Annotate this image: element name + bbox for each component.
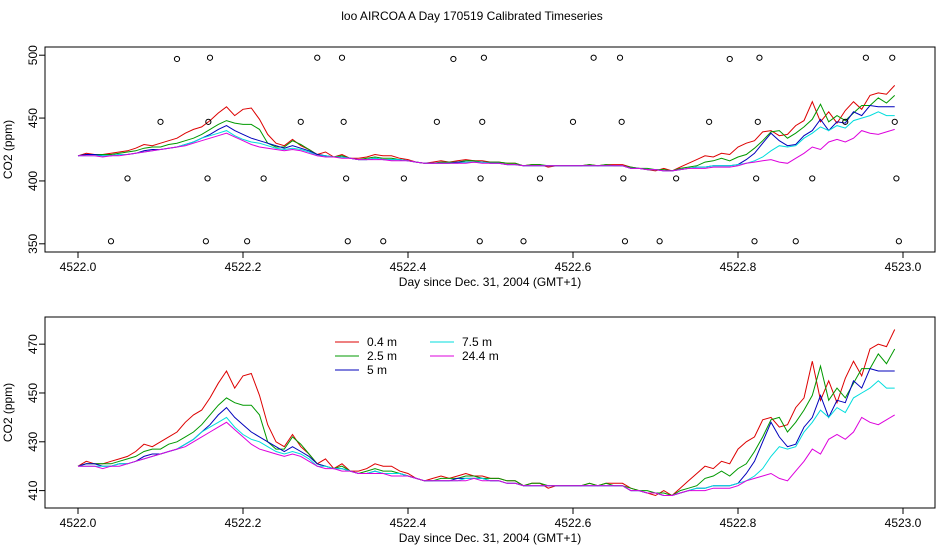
data-marker	[520, 238, 527, 245]
data-marker	[726, 55, 733, 63]
x-tick-label: 4522.4	[390, 516, 427, 530]
data-marker	[450, 55, 457, 63]
data-marker	[862, 54, 869, 61]
y-tick-label: 450	[26, 383, 40, 403]
data-marker	[590, 54, 597, 61]
data-marker	[480, 54, 487, 61]
data-marker	[314, 54, 321, 61]
data-marker	[344, 238, 351, 245]
series-line-7-5-m	[78, 111, 895, 172]
legend-label: 7.5 m	[462, 335, 492, 349]
legend-label: 0.4 m	[367, 335, 397, 349]
y-tick-label: 500	[26, 45, 40, 65]
data-marker	[756, 54, 763, 61]
chart-panel-1: 4522.0 4522.2 4522.4 4522.6 4522.8 4523.0 350 4…	[1, 45, 936, 289]
data-marker	[124, 175, 131, 182]
legend-label: 24.4 m	[462, 349, 499, 363]
plot-frame	[44, 46, 936, 253]
series-lines	[77, 54, 902, 245]
data-marker	[536, 175, 544, 182]
data-marker	[173, 55, 181, 63]
data-marker	[433, 118, 440, 125]
y-tick-label: 450	[26, 108, 40, 128]
y-axis-label: CO2 (ppm)	[1, 383, 15, 442]
x-tick-label: 4522.6	[555, 260, 592, 274]
x-tick-label: 4522.8	[720, 516, 757, 530]
y-tick-label: 470	[26, 334, 40, 354]
data-marker	[889, 54, 896, 61]
data-marker	[809, 175, 816, 182]
series-line-2-5-m	[77, 95, 896, 172]
plot-frame	[44, 316, 936, 509]
x-axis-label: Day since Dec. 31, 2004 (GMT+1)	[399, 531, 581, 545]
data-marker	[204, 175, 211, 182]
x-tick-label: 4523.0	[885, 516, 922, 530]
y-tick-label: 430	[26, 431, 40, 451]
legend: 0.4 m2.5 m5 m 7.5 m24.4 m	[335, 335, 499, 377]
data-marker	[569, 118, 577, 125]
x-tick-label: 4522.2	[225, 516, 262, 530]
y-axis-label: CO2 (ppm)	[1, 120, 15, 179]
data-marker	[842, 118, 849, 125]
data-marker	[476, 238, 483, 245]
data-marker	[343, 175, 350, 182]
data-marker	[479, 118, 486, 125]
y-tick-label: 400	[26, 171, 40, 191]
data-marker	[380, 238, 387, 245]
data-marker	[202, 238, 209, 245]
y-tick-label: 410	[26, 480, 40, 500]
legend-label: 2.5 m	[367, 349, 397, 363]
series-line-7-5-m	[78, 380, 895, 496]
data-marker	[656, 238, 663, 245]
series-line-24-4-m	[78, 414, 895, 496]
data-marker	[893, 175, 900, 182]
data-marker	[706, 118, 713, 125]
data-marker	[753, 175, 760, 182]
data-marker	[206, 54, 214, 61]
data-marker	[621, 238, 629, 245]
data-marker	[107, 238, 115, 245]
series-lines	[77, 329, 896, 497]
data-marker	[751, 238, 758, 245]
chart-title: loo AIRCOA A Day 170519 Calibrated Times…	[341, 9, 602, 23]
series-line-0-4-m	[77, 85, 896, 172]
data-marker	[616, 54, 624, 61]
series-line-24-4-m	[78, 128, 895, 172]
data-marker	[891, 118, 898, 125]
data-marker	[338, 54, 346, 61]
x-tick-label: 4522.6	[555, 516, 592, 530]
series-line-2-5-m	[77, 348, 896, 497]
data-marker	[205, 118, 212, 125]
y-tick-label: 350	[26, 233, 40, 253]
data-marker	[340, 118, 347, 125]
x-tick-label: 4523.0	[885, 260, 922, 274]
data-marker	[895, 238, 902, 245]
x-tick-label: 4522.2	[225, 260, 262, 274]
data-marker	[297, 118, 304, 125]
data-marker	[244, 238, 251, 245]
series-line-0-4-m	[77, 329, 896, 497]
data-marker	[754, 118, 761, 125]
x-tick-label: 4522.8	[720, 260, 757, 274]
x-axis-label: Day since Dec. 31, 2004 (GMT+1)	[399, 275, 581, 289]
data-marker	[260, 175, 267, 182]
chart-panel-2: 4522.0 4522.2 4522.4 4522.6 4522.8 4523.0 410 4…	[1, 316, 936, 545]
data-marker	[477, 175, 484, 182]
data-marker	[618, 118, 625, 125]
x-tick-label: 4522.4	[390, 260, 427, 274]
legend-label: 5 m	[367, 363, 387, 377]
data-marker	[620, 175, 627, 182]
series-line-5-m	[77, 367, 895, 496]
data-marker	[157, 118, 164, 125]
data-marker	[400, 175, 407, 182]
x-tick-label: 4522.0	[60, 516, 97, 530]
x-tick-label: 4522.0	[60, 260, 97, 274]
data-marker	[792, 238, 799, 245]
data-marker	[673, 175, 680, 182]
